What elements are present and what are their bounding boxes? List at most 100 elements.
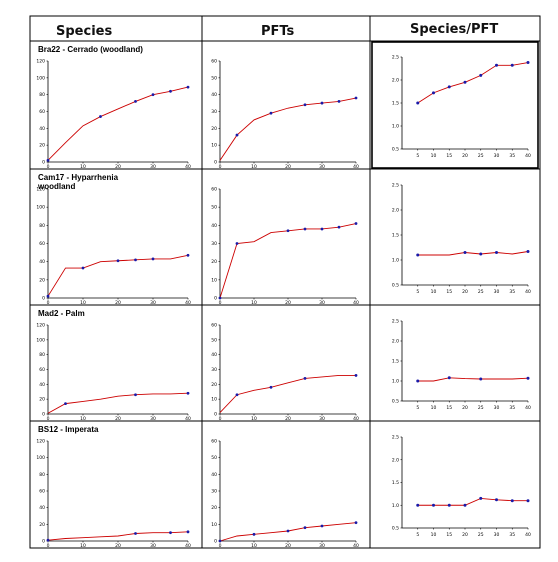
series-line [417, 497, 528, 506]
panel-title: Bra22 - Cerrado (woodland) [38, 45, 143, 54]
y-tick-label: 100 [36, 455, 45, 461]
data-point [495, 498, 498, 502]
x-tick-label: 20 [115, 543, 121, 549]
data-point [447, 85, 451, 89]
y-tick-label: 10 [211, 143, 217, 149]
x-tick-label: 30 [494, 532, 500, 538]
y-tick-label: 1.0 [392, 503, 399, 509]
data-point [134, 393, 137, 397]
series-line [47, 392, 189, 414]
x-tick-label: 15 [446, 532, 452, 538]
y-tick-label: 1.5 [392, 233, 399, 239]
x-tick-label: 10 [80, 416, 86, 422]
data-point [320, 101, 324, 105]
data-point [269, 385, 273, 389]
y-tick-label: 50 [211, 205, 217, 211]
y-tick-label: 10 [211, 522, 217, 528]
data-point [447, 376, 451, 380]
data-point [169, 531, 172, 535]
series-line [47, 86, 189, 161]
data-point [479, 73, 483, 77]
x-tick-label: 35 [509, 532, 515, 538]
chart-panel: 0 10 20 30 40 50 60 0 10 20 30 40 [211, 323, 359, 423]
chart-panel: 0 10 20 30 40 50 60 0 10 20 30 40 [211, 59, 359, 171]
y-tick-label: 0 [214, 296, 217, 302]
chart-panel: 0.5 1.0 1.5 2.0 2.5 5 10 15 20 25 30 35 40 [392, 319, 531, 412]
data-point [286, 229, 290, 233]
data-point [354, 521, 358, 525]
y-tick-label: 0.5 [392, 283, 399, 289]
data-point [269, 111, 273, 115]
y-tick-label: 2.0 [392, 208, 399, 214]
x-tick-label: 40 [353, 300, 359, 306]
y-tick-label: 0 [214, 539, 217, 545]
data-point [134, 100, 137, 103]
y-tick-label: 20 [39, 397, 45, 403]
x-tick-label: 5 [416, 289, 419, 295]
x-tick-label: 10 [431, 289, 437, 295]
y-tick-label: 2.0 [392, 457, 399, 463]
data-point [320, 227, 324, 231]
chart-panel: 0 20 40 60 80 100 120 0 10 20 30 40 Bra22 - Cerrado … [36, 45, 191, 170]
chart-panel: 0 20 40 60 80 100 120 0 10 20 30 40 Cam17 - Hyparrhe… [36, 173, 191, 306]
x-tick-label: 10 [251, 416, 257, 422]
y-tick-label: 0 [214, 412, 217, 418]
series-line [47, 531, 189, 541]
series-line [417, 377, 529, 382]
outer-border [29, 15, 541, 549]
data-point [432, 91, 435, 95]
x-tick-label: 25 [478, 532, 484, 538]
data-point [463, 503, 467, 507]
x-tick-label: 20 [462, 532, 468, 538]
x-tick-label: 30 [319, 543, 325, 549]
y-tick-label: 40 [39, 126, 45, 132]
data-point [252, 532, 256, 536]
y-tick-label: 0.5 [392, 399, 399, 405]
y-tick-label: 0 [214, 160, 217, 166]
panel-title: BS12 - Imperata [38, 425, 99, 434]
x-tick-label: 0 [47, 164, 50, 170]
x-tick-label: 20 [285, 416, 291, 422]
chart-panel: 0 20 40 60 80 100 120 0 10 20 30 40 Mad2 - Palm [36, 309, 191, 422]
data-point [186, 85, 190, 89]
x-tick-label: 15 [446, 405, 452, 411]
data-point [526, 250, 530, 253]
data-point [218, 296, 222, 300]
data-point [526, 499, 530, 503]
y-tick-label: 80 [39, 223, 45, 229]
x-tick-label: 10 [251, 300, 257, 306]
y-tick-label: 20 [211, 382, 217, 388]
y-tick-label: 50 [211, 455, 217, 461]
chart-panel: 0 10 20 30 40 50 60 0 10 20 30 40 [211, 187, 359, 307]
header-pfts: PFTs [261, 24, 295, 39]
x-tick-label: 40 [185, 416, 191, 422]
data-point [134, 258, 137, 262]
x-tick-label: 25 [478, 153, 484, 159]
y-tick-label: 1.0 [392, 258, 399, 264]
data-point [526, 376, 530, 380]
y-tick-label: 40 [211, 472, 217, 478]
x-tick-label: 40 [185, 543, 191, 549]
data-point [526, 61, 530, 65]
y-tick-label: 100 [36, 205, 45, 211]
x-tick-label: 20 [285, 300, 291, 306]
data-point [186, 391, 190, 395]
x-tick-label: 30 [319, 416, 325, 422]
y-tick-label: 60 [39, 109, 45, 115]
data-point [46, 538, 50, 542]
x-tick-label: 40 [353, 416, 359, 422]
data-point [186, 530, 190, 534]
y-tick-label: 40 [211, 92, 217, 98]
figure-frame: Species PFTs Species/PFT 0 20 40 60 80 100 120… [29, 15, 541, 549]
y-tick-label: 30 [211, 489, 217, 495]
x-tick-label: 30 [319, 300, 325, 306]
data-point [286, 529, 290, 533]
y-tick-label: 30 [211, 367, 217, 373]
y-tick-label: 2.5 [392, 183, 399, 189]
panel-title: woodland [37, 182, 75, 191]
y-tick-label: 40 [39, 382, 45, 388]
data-point [510, 63, 514, 67]
data-point [235, 393, 239, 397]
y-tick-label: 60 [39, 241, 45, 247]
y-tick-label: 20 [211, 259, 217, 265]
